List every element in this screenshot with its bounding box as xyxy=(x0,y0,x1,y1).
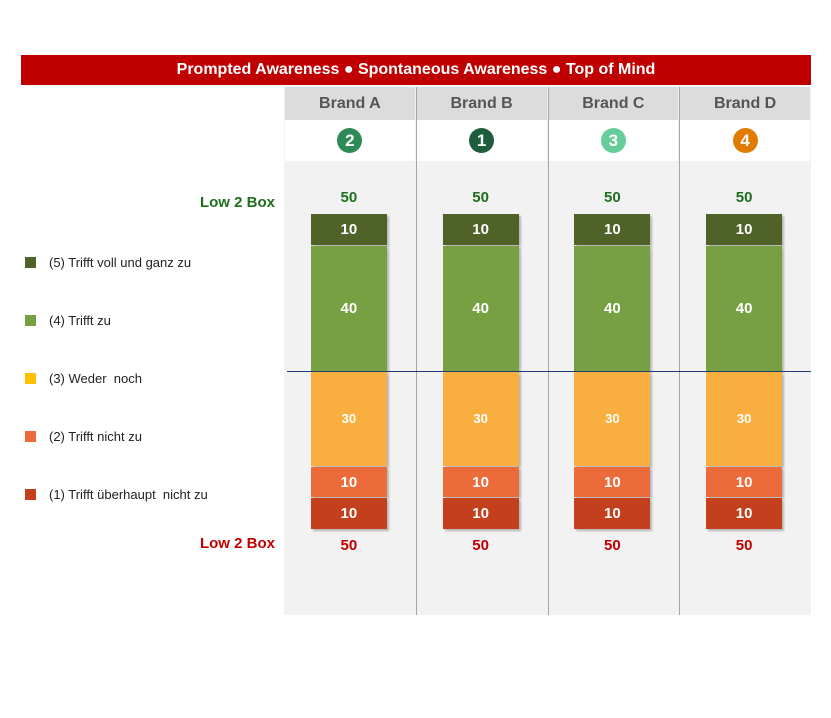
bar-segment-brand-c-5: 10 xyxy=(574,498,651,529)
top-box-value-brand-d: 50 xyxy=(735,189,753,206)
top-box-value-brand-a: 50 xyxy=(340,189,358,206)
legend-swatch xyxy=(25,257,36,268)
legend-item-2: (2) Trifft nicht zu xyxy=(25,429,142,444)
chart-title: Prompted Awareness ● Spontaneous Awarene… xyxy=(21,55,811,85)
category-label-brand-c: Brand C xyxy=(548,87,679,120)
column-divider xyxy=(547,87,549,615)
bar-segment-brand-b-5: 10 xyxy=(442,498,519,529)
rank-row-brand-b: 1 xyxy=(416,120,547,161)
bar-segment-brand-b-2: 40 xyxy=(442,245,519,371)
column-divider xyxy=(415,87,417,615)
bottom-box-value-brand-d: 50 xyxy=(735,537,753,554)
category-label-brand-a: Brand A xyxy=(285,87,415,120)
category-label-brand-b: Brand B xyxy=(416,87,547,120)
rank-row-brand-a: 2 xyxy=(285,120,415,161)
bottom-box-label: Low 2 Box xyxy=(199,535,275,552)
top-box-label: Low 2 Box xyxy=(199,194,275,211)
rank-row-brand-c: 3 xyxy=(548,120,679,161)
bar-segment-brand-d-5: 10 xyxy=(706,498,783,529)
bar-segment-brand-b-1: 10 xyxy=(442,214,519,245)
bar-segment-brand-d-3: 30 xyxy=(706,372,783,466)
legend-item-4: (4) Trifft zu xyxy=(25,313,111,328)
bar-segment-brand-a-2: 40 xyxy=(310,245,387,371)
legend-swatch xyxy=(25,431,36,442)
bar-segment-brand-c-4: 10 xyxy=(574,466,651,498)
bar-segment-brand-a-5: 10 xyxy=(310,498,387,529)
bar-segment-brand-b-4: 10 xyxy=(442,466,519,498)
category-label-brand-d: Brand D xyxy=(680,87,810,120)
rank-badge-brand-b: 1 xyxy=(469,128,495,153)
bottom-box-value-brand-b: 50 xyxy=(472,537,489,554)
bar-segment-brand-d-4: 10 xyxy=(706,466,783,498)
bar-segment-brand-c-3: 30 xyxy=(574,372,651,466)
bar-segment-brand-a-4: 10 xyxy=(310,466,387,498)
column-divider xyxy=(679,87,681,615)
legend-label: (4) Trifft zu xyxy=(49,313,111,328)
bottom-box-value-brand-a: 50 xyxy=(340,537,358,554)
legend-label: (1) Trifft überhaupt nicht zu xyxy=(49,487,208,502)
bar-segment-brand-d-1: 10 xyxy=(706,214,783,245)
bar-segment-brand-a-1: 10 xyxy=(310,214,387,245)
top-box-value-brand-b: 50 xyxy=(472,189,489,206)
legend-item-5: (5) Trifft voll und ganz zu xyxy=(25,255,191,270)
bar-segment-brand-b-3: 30 xyxy=(442,372,519,466)
bar-segment-brand-c-1: 10 xyxy=(574,214,651,245)
legend-swatch xyxy=(25,315,36,326)
bar-segment-brand-c-2: 40 xyxy=(574,245,651,371)
legend-label: (3) Weder noch xyxy=(49,371,142,386)
legend-swatch xyxy=(25,489,36,500)
legend-item-3: (3) Weder noch xyxy=(25,371,142,386)
rank-badge-brand-c: 3 xyxy=(600,128,626,153)
legend-label: (5) Trifft voll und ganz zu xyxy=(49,255,192,270)
rank-badge-brand-d: 4 xyxy=(732,128,758,153)
midline-divider xyxy=(287,371,811,372)
legend-swatch xyxy=(25,373,36,384)
bar-segment-brand-d-2: 40 xyxy=(706,245,783,371)
legend-item-1: (1) Trifft überhaupt nicht zu xyxy=(25,487,208,502)
bar-segment-brand-a-3: 30 xyxy=(310,372,387,466)
rank-row-brand-d: 4 xyxy=(680,120,810,161)
top-box-value-brand-c: 50 xyxy=(604,189,621,206)
legend-label: (2) Trifft nicht zu xyxy=(49,429,142,444)
bottom-box-value-brand-c: 50 xyxy=(604,537,621,554)
rank-badge-brand-a: 2 xyxy=(337,128,363,153)
